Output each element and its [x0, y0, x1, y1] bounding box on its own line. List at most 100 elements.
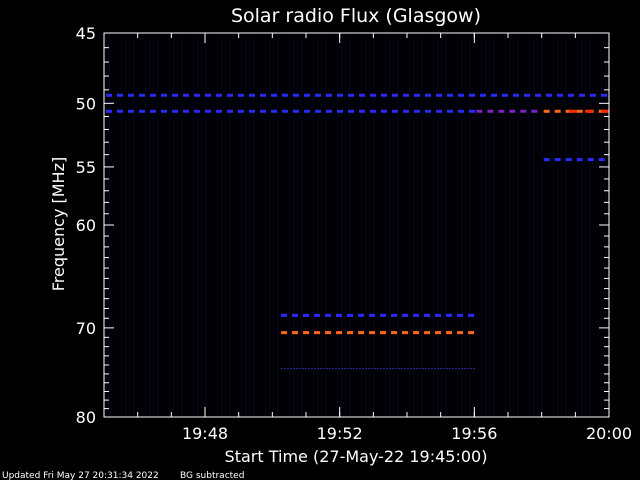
band-segment	[598, 158, 605, 162]
noise-column	[373, 34, 374, 416]
band-segment	[380, 331, 387, 335]
band-segment	[271, 109, 277, 113]
noise-column	[177, 34, 178, 416]
band-segment	[323, 368, 326, 370]
noise-column	[157, 34, 158, 416]
noise-column	[509, 34, 510, 416]
band-segment	[282, 93, 288, 97]
band-segment	[457, 313, 464, 317]
x-tick-label: 19:52	[317, 424, 363, 443]
noise-column	[197, 34, 198, 416]
noise-column	[169, 34, 170, 416]
noise-column	[581, 34, 582, 416]
noise-column	[137, 34, 138, 416]
band-segment	[194, 93, 200, 97]
band-segment	[183, 109, 189, 113]
noise-column	[301, 34, 302, 416]
noise-column	[269, 34, 270, 416]
band-segment	[302, 368, 305, 370]
noise-column	[209, 34, 210, 416]
band-segment	[172, 93, 178, 97]
noise-column	[213, 34, 214, 416]
band-segment	[565, 109, 572, 113]
noise-column	[397, 34, 398, 416]
band-segment	[383, 368, 386, 370]
band-segment	[425, 109, 431, 113]
band-segment	[370, 93, 376, 97]
noise-column	[237, 34, 238, 416]
noise-column	[545, 34, 546, 416]
band-segment	[150, 109, 156, 113]
band-segment	[476, 109, 483, 113]
band-segment	[172, 109, 178, 113]
noise-column	[541, 34, 542, 416]
noise-column	[365, 34, 366, 416]
band-segment	[371, 368, 374, 370]
band-segment	[419, 368, 422, 370]
noise-column	[249, 34, 250, 416]
noise-column	[453, 34, 454, 416]
band-segment	[205, 93, 211, 97]
band-segment	[348, 109, 354, 113]
x-axis-label: Start Time (27-May-22 19:45:00)	[225, 447, 488, 466]
band-segment	[314, 331, 321, 335]
band-segment	[303, 331, 310, 335]
y-tick-label: 80	[76, 408, 96, 427]
band-segment	[106, 109, 112, 113]
band-segment	[424, 313, 431, 317]
band-segment	[403, 93, 409, 97]
band-segment	[350, 368, 353, 370]
y-axis: 45 50 55 60 70 80	[76, 24, 609, 427]
band-segment	[249, 93, 255, 97]
noise-column	[401, 34, 402, 416]
band-segment	[353, 368, 356, 370]
noise-column	[289, 34, 290, 416]
noise-column	[141, 34, 142, 416]
band-segment	[413, 313, 420, 317]
band-segment	[491, 93, 497, 97]
band-segment	[161, 93, 167, 97]
band-segment	[332, 368, 335, 370]
band-segment	[425, 93, 431, 97]
band-segment	[568, 93, 574, 97]
band-segment	[292, 313, 299, 317]
noise-column	[357, 34, 358, 416]
band-segment	[473, 368, 476, 370]
band-segment	[457, 331, 464, 335]
band-segment	[305, 368, 308, 370]
band-segment	[447, 93, 453, 97]
band-segment	[446, 313, 453, 317]
band-segment	[449, 368, 452, 370]
noise-column	[345, 34, 346, 416]
noise-column	[293, 34, 294, 416]
band-segment	[347, 313, 354, 317]
noise-column	[185, 34, 186, 416]
noise-column	[573, 34, 574, 416]
band-segment	[407, 368, 410, 370]
band-segment	[205, 109, 211, 113]
noise-column	[457, 34, 458, 416]
band-segment	[579, 93, 585, 97]
noise-column	[241, 34, 242, 416]
noise-column	[449, 34, 450, 416]
band-segment	[424, 331, 431, 335]
noise-column	[321, 34, 322, 416]
band-segment	[377, 368, 380, 370]
band-segment	[359, 368, 362, 370]
noise-column	[565, 34, 566, 416]
noise-column	[529, 34, 530, 416]
noise-column	[313, 34, 314, 416]
noise-column	[429, 34, 430, 416]
noise-column	[133, 34, 134, 416]
noise-column	[477, 34, 478, 416]
band-segment	[401, 368, 404, 370]
noise-column	[485, 34, 486, 416]
band-segment	[317, 368, 320, 370]
band-segment	[325, 313, 332, 317]
bg-subtracted-note: BG subtracted	[180, 471, 244, 480]
band-segment	[535, 93, 541, 97]
noise-column	[317, 34, 318, 416]
noise-column	[577, 34, 578, 416]
noise-column	[589, 34, 590, 416]
noise-column	[253, 34, 254, 416]
